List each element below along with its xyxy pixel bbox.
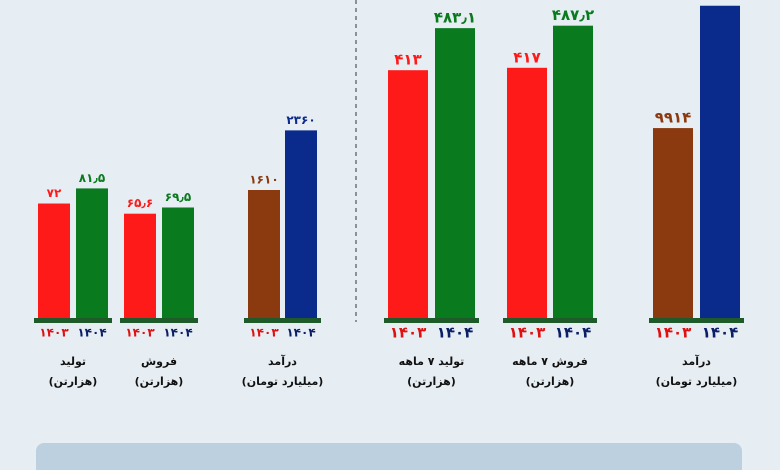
value-label: ۴۸۷٫۲: [552, 6, 594, 24]
bar: [124, 213, 156, 318]
bar: [162, 207, 194, 318]
value-label: ۴۱۳: [394, 51, 421, 69]
bar: [507, 67, 547, 318]
group-name: تولید ۷ ماهه: [399, 355, 465, 368]
group-name: تولید: [60, 355, 86, 368]
category-label: ۱۴۰۳: [39, 326, 69, 340]
bar: [76, 188, 108, 318]
bar: [38, 203, 70, 318]
group-unit: (میلیارد تومان): [242, 375, 324, 388]
baseline: [120, 318, 198, 323]
group-name: درآمد: [682, 354, 711, 368]
category-label: ۱۴۰۳: [125, 326, 155, 340]
baseline: [503, 318, 597, 323]
group-name: درآمد: [268, 354, 297, 368]
baseline: [244, 318, 321, 323]
value-label: ۶۹٫۵: [165, 190, 191, 204]
value-label: ۷۲: [47, 186, 62, 200]
value-label: ۶۵٫۶: [127, 196, 153, 210]
category-label: ۱۴۰۳: [509, 324, 546, 342]
category-label: ۱۴۰۴: [702, 324, 739, 342]
category-label: ۱۴۰۴: [437, 324, 474, 342]
bar: [435, 28, 475, 318]
group-name: فروش ۷ ماهه: [512, 355, 588, 368]
category-label: ۱۴۰۳: [655, 324, 692, 342]
banner: [36, 443, 742, 470]
group-unit: (هزارتن): [135, 375, 184, 388]
baseline: [34, 318, 112, 323]
bar: [653, 128, 693, 318]
category-label: ۱۴۰۳: [390, 324, 427, 342]
value-label: ۴۱۷: [513, 48, 540, 66]
group-name: فروش: [141, 355, 177, 368]
group-unit: (میلیارد تومان): [656, 375, 738, 388]
group-unit: (هزارتن): [49, 375, 98, 388]
bar: [553, 25, 593, 319]
value-label: ۴۸۳٫۱: [434, 9, 476, 27]
category-label: ۱۴۰۳: [249, 326, 279, 340]
bar: [248, 190, 280, 318]
baseline: [384, 318, 479, 323]
category-label: ۱۴۰۴: [286, 326, 315, 340]
bar: [388, 70, 428, 318]
value-label: ۱۶۱۰: [249, 173, 278, 187]
category-label: ۱۴۰۴: [163, 326, 192, 340]
category-label: ۱۴۰۴: [555, 324, 592, 342]
bar: [285, 130, 317, 318]
group-unit: (هزارتن): [526, 375, 575, 388]
category-label: ۱۴۰۴: [77, 326, 106, 340]
value-label: ۲۳۶۰: [286, 113, 315, 127]
value-label: ۸۱٫۵: [79, 171, 105, 185]
baseline: [649, 318, 744, 323]
group-unit: (هزارتن): [407, 375, 456, 388]
value-label: ۹۹۱۴: [655, 109, 692, 127]
bar: [700, 5, 740, 319]
